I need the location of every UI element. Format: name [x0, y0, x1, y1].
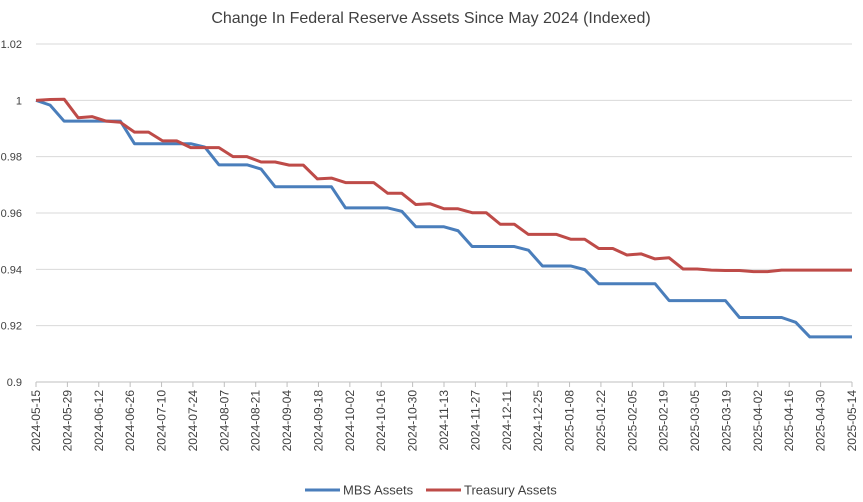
- x-tick-label: 2024-06-12: [92, 390, 106, 452]
- x-tick-label: 2025-05-14: [845, 390, 859, 452]
- series-line-mbs: [35, 98, 852, 339]
- x-tick-label: 2025-01-08: [563, 390, 577, 452]
- x-tick-label: 2024-07-10: [155, 390, 169, 452]
- chart-title: Change In Federal Reserve Assets Since M…: [211, 10, 650, 27]
- legend: MBS Assets Treasury Assets: [305, 483, 557, 498]
- x-tick-label: 2024-11-13: [437, 390, 451, 451]
- x-tick-label: 2024-07-24: [186, 390, 200, 452]
- x-tick-label: 2025-01-22: [594, 390, 608, 452]
- legend-label-mbs: MBS Assets: [343, 483, 414, 498]
- x-tick-label: 2025-03-19: [719, 390, 733, 452]
- x-tick-label: 2025-02-05: [625, 390, 639, 452]
- series-line-treasury: [35, 97, 852, 274]
- x-tick-label: 2025-04-16: [782, 390, 796, 452]
- x-tick-label: 2025-04-02: [751, 390, 765, 452]
- x-tick-label: 2024-08-21: [249, 390, 263, 452]
- y-axis-ticks: 0.9 0.92 0.94 0.96 0.98 1 1.02: [1, 39, 22, 389]
- legend-label-treasury: Treasury Assets: [464, 483, 557, 498]
- x-tick-label: 2024-05-29: [60, 390, 74, 452]
- y-tick-label: 0.98: [1, 152, 22, 164]
- x-axis-ticks: 2024-05-15 2024-05-29 2024-06-12 2024-06-26…: [29, 382, 859, 451]
- y-tick-label: 0.9: [7, 377, 22, 389]
- y-tick-label: 0.94: [1, 264, 22, 276]
- x-tick-label: 2024-05-15: [29, 390, 43, 452]
- x-tick-label: 2024-10-02: [343, 390, 357, 452]
- x-tick-label: 2024-12-25: [531, 390, 545, 452]
- x-tick-label: 2024-08-07: [217, 390, 231, 452]
- x-tick-label: 2025-03-05: [688, 390, 702, 452]
- series-lines: [35, 97, 852, 339]
- x-tick-label: 2024-09-18: [311, 390, 325, 452]
- y-tick-label: 1: [16, 95, 22, 107]
- x-tick-label: 2024-12-11: [500, 390, 514, 451]
- x-tick-label: 2024-10-16: [374, 390, 388, 452]
- x-tick-label: 2024-06-26: [123, 390, 137, 452]
- x-tick-label: 2024-11-27: [468, 390, 482, 451]
- y-tick-label: 0.96: [1, 208, 22, 220]
- gridlines: [36, 43, 852, 327]
- x-tick-label: 2025-02-19: [657, 390, 671, 452]
- x-tick-label: 2024-10-30: [406, 390, 420, 452]
- y-tick-label: 0.92: [1, 321, 22, 333]
- x-tick-label: 2024-09-04: [280, 390, 294, 452]
- x-tick-label: 2025-04-30: [814, 390, 828, 452]
- y-tick-label: 1.02: [1, 39, 22, 51]
